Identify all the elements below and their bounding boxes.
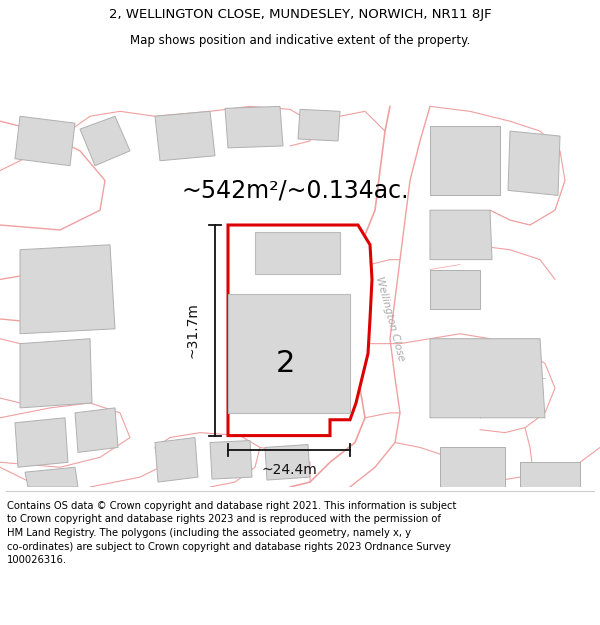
Polygon shape [155,111,215,161]
Polygon shape [430,339,545,418]
Polygon shape [298,109,340,141]
Polygon shape [430,126,500,196]
Polygon shape [430,210,492,259]
Polygon shape [20,245,115,334]
Polygon shape [520,462,580,487]
Polygon shape [265,444,310,480]
Polygon shape [430,269,480,309]
Polygon shape [508,131,560,196]
Text: ~24.4m: ~24.4m [261,463,317,478]
Polygon shape [20,339,92,408]
Text: Contains OS data © Crown copyright and database right 2021. This information is : Contains OS data © Crown copyright and d… [7,501,457,565]
Text: Wellington Close: Wellington Close [374,276,406,362]
Polygon shape [228,294,350,413]
Text: ~542m²/~0.134ac.: ~542m²/~0.134ac. [181,178,409,202]
Polygon shape [75,408,118,452]
Polygon shape [25,468,78,487]
Polygon shape [225,106,283,148]
Text: 2: 2 [275,349,295,378]
Polygon shape [210,441,252,479]
Text: ~31.7m: ~31.7m [186,302,200,358]
Text: Map shows position and indicative extent of the property.: Map shows position and indicative extent… [130,34,470,47]
Polygon shape [80,116,130,166]
Polygon shape [228,225,372,436]
Polygon shape [440,448,505,487]
Polygon shape [255,232,340,274]
Polygon shape [15,116,75,166]
Polygon shape [155,438,198,482]
Text: 2, WELLINGTON CLOSE, MUNDESLEY, NORWICH, NR11 8JF: 2, WELLINGTON CLOSE, MUNDESLEY, NORWICH,… [109,8,491,21]
Polygon shape [15,418,68,468]
